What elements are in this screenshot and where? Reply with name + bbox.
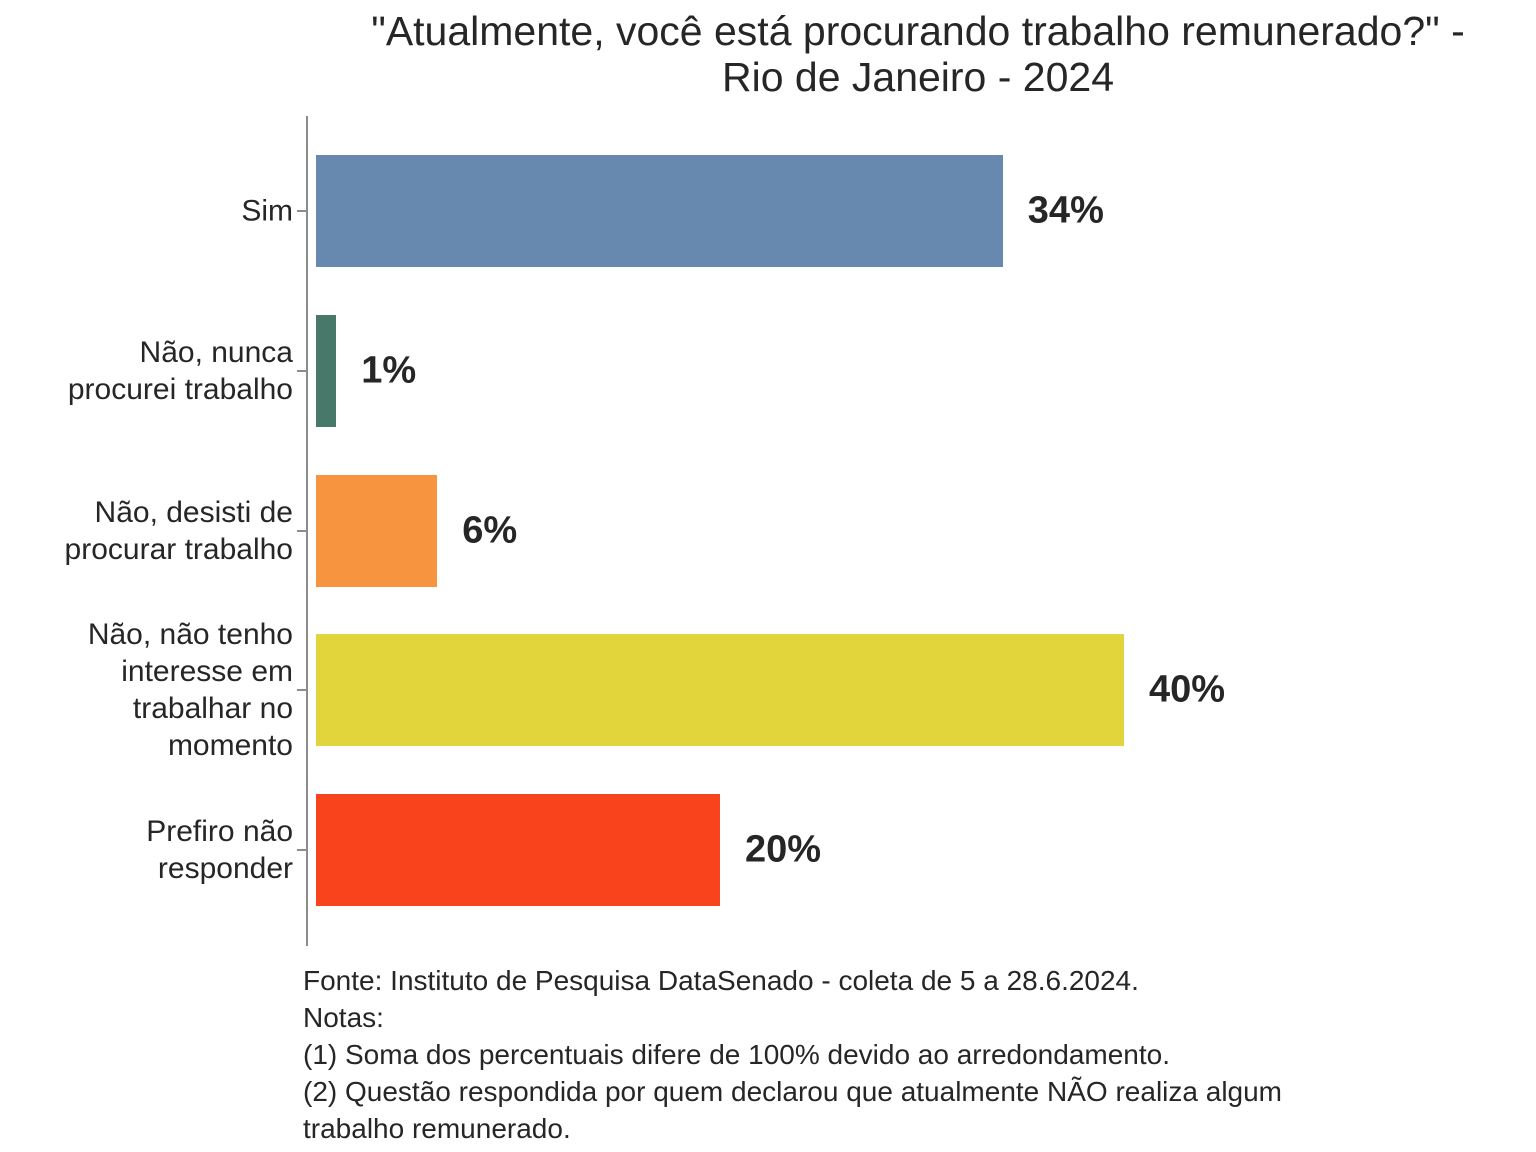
category-label-line: procurar trabalho (64, 532, 293, 566)
value-label: 6% (462, 509, 518, 551)
category-label: Não, desisti de procurar trabalho (0, 494, 293, 568)
footnote-note2-line2: trabalho remunerado. (303, 1113, 571, 1144)
bar (316, 474, 438, 587)
chart-title-line1: "Atualmente, você está procurando trabal… (371, 8, 1465, 54)
category-label-line: interesse em (121, 655, 293, 689)
value-label: 40% (1149, 668, 1226, 711)
bar (316, 634, 1124, 747)
axis-tick (297, 689, 306, 692)
category-label-line: responder (157, 852, 293, 885)
axis-tick (297, 369, 306, 372)
category-label: Prefiro não responder (0, 813, 293, 887)
axis-tick (297, 210, 306, 212)
category-label: Não, não tenho interesse em trabalhar no mo… (0, 616, 293, 764)
footnote-note1: (1) Soma dos percentuais difere de 100% … (303, 1039, 1170, 1070)
footnote-note2-line1: (2) Questão respondida por quem declarou… (303, 1076, 1283, 1107)
y-axis-line (306, 116, 308, 946)
bar (316, 314, 337, 427)
category-label-line: procurei trabalho (67, 372, 293, 406)
axis-tick (297, 849, 306, 851)
bar (316, 794, 720, 906)
footnotes: Fonte: Instituto de Pesquisa DataSenado … (303, 962, 1282, 1147)
category-label-line: momento (167, 729, 293, 763)
category-label-line: trabalhar no (132, 692, 293, 726)
bar (316, 155, 1003, 267)
category-label-line: Prefiro não (146, 815, 293, 848)
category-label: Não, nunca procurei trabalho (0, 334, 293, 408)
axis-tick (297, 529, 306, 532)
value-label: 34% (1027, 189, 1104, 232)
category-label-line: Não, desisti de (94, 495, 293, 529)
value-label: 1% (361, 349, 417, 392)
category-label: Sim (0, 193, 293, 230)
footnote-notes-heading: Notas: (303, 1002, 384, 1033)
footnote-source: Fonte: Instituto de Pesquisa DataSenado … (303, 965, 1139, 996)
chart-title-line2: Rio de Janeiro - 2024 (721, 54, 1115, 100)
chart-title: "Atualmente, você está procurando trabal… (307, 8, 1529, 100)
category-label-line: Sim (241, 194, 293, 228)
category-label-line: Não, não tenho (87, 618, 293, 652)
category-label-line: Não, nunca (139, 335, 293, 369)
value-label: 20% (745, 828, 822, 871)
